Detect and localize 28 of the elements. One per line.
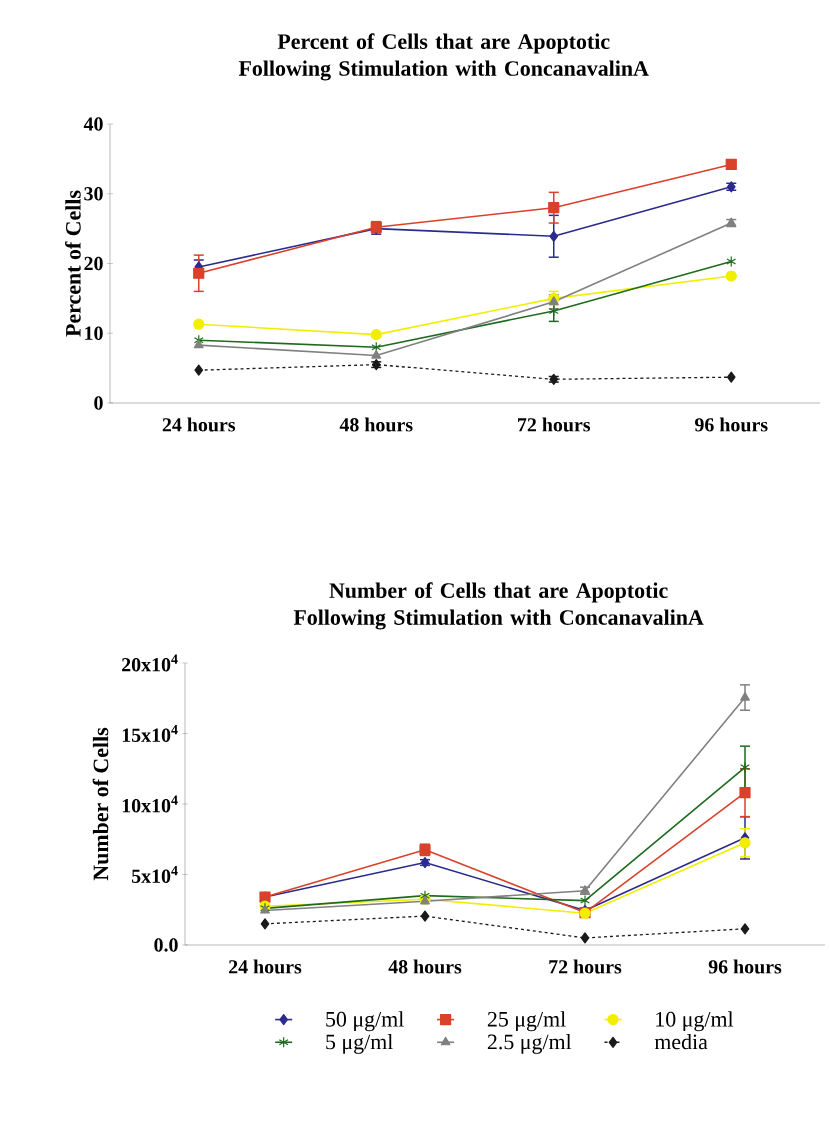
legend-label: media <box>654 1033 708 1050</box>
x-tick-label: 96 hours <box>708 959 782 974</box>
y-tick-label: 10x10$^{4}$ <box>122 795 178 813</box>
legend-label: 2.5 μg/ml <box>487 1033 572 1054</box>
y-tick-label: 15x10$^{4}$ <box>122 725 178 742</box>
y-axis-title: Percent of Cells <box>65 190 81 337</box>
y-tick-label: 0 <box>94 396 103 410</box>
x-tick-label: 72 hours <box>518 417 591 432</box>
y-tick-label: 20x10$^{4}$ <box>122 654 178 672</box>
legend-label: 25 μg/ml <box>487 1011 566 1032</box>
x-tick-label: 96 hours <box>694 417 768 432</box>
legend-label: 10 μg/ml <box>656 1011 734 1032</box>
legend-label: 5 μg/ml <box>326 1033 393 1054</box>
x-tick-label: 72 hours <box>549 959 622 974</box>
y-tick-label: 40 <box>83 117 103 131</box>
y-axis-title: Number of Cells <box>92 727 109 881</box>
x-tick-label: 24 hours <box>229 959 302 974</box>
y-tick-label: 20 <box>84 256 103 271</box>
x-tick-label: 48 hours <box>388 959 462 974</box>
x-tick-label: 48 hours <box>339 417 413 432</box>
y-tick-label: 5x10$^{4}$ <box>131 866 178 883</box>
legend-label: 50 μg/ml <box>326 1011 404 1032</box>
y-tick-label: 30 <box>84 187 103 201</box>
y-tick-label: 0.0 <box>154 938 178 952</box>
chart-title: Number of Cells that are Apoptotic Following Stimulation with ConcanavalinA <box>293 582 704 630</box>
y-tick-label: 10 <box>85 326 103 340</box>
x-tick-label: 24 hours <box>162 417 236 432</box>
chart-title: Percent of Cells that are Apoptotic Following Stimulation with ConcanavalinA <box>238 33 649 81</box>
